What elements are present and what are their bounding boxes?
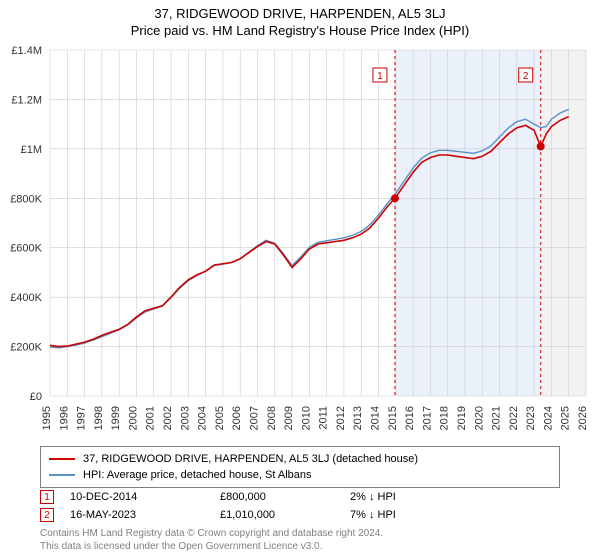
legend-item: HPI: Average price, detached house, St A… [49, 467, 551, 483]
transaction-price: £1,010,000 [220, 509, 350, 521]
svg-text:2020: 2020 [473, 406, 485, 430]
legend-label: 37, RIDGEWOOD DRIVE, HARPENDEN, AL5 3LJ … [83, 453, 418, 465]
transaction-marker-icon: 2 [40, 508, 54, 522]
chart-svg: 12£0£200K£400K£600K£800K£1M£1.2M£1.4M199… [48, 48, 588, 448]
svg-text:1995: 1995 [41, 406, 53, 430]
transaction-date: 10-DEC-2014 [70, 491, 220, 503]
transaction-table: 1 10-DEC-2014£800,0002% ↓ HPI 2 16-MAY-2023… [40, 488, 560, 524]
svg-text:£0: £0 [30, 391, 42, 403]
transaction-date: 16-MAY-2023 [70, 509, 220, 521]
svg-text:2023: 2023 [525, 406, 537, 430]
transaction-diff: 7% ↓ HPI [350, 509, 460, 521]
svg-text:2007: 2007 [248, 406, 260, 430]
chart-container: 37, RIDGEWOOD DRIVE, HARPENDEN, AL5 3LJ … [0, 0, 600, 560]
svg-text:1: 1 [377, 71, 383, 82]
svg-text:£400K: £400K [10, 292, 42, 304]
svg-text:2019: 2019 [456, 406, 468, 430]
chart-subtitle: Price paid vs. HM Land Registry's House … [0, 21, 600, 38]
svg-text:2017: 2017 [421, 406, 433, 430]
svg-text:1997: 1997 [76, 406, 88, 430]
svg-text:2000: 2000 [127, 406, 139, 430]
svg-text:2005: 2005 [214, 406, 226, 430]
svg-text:2011: 2011 [318, 406, 330, 430]
svg-text:2022: 2022 [508, 406, 520, 430]
svg-text:2013: 2013 [352, 406, 364, 430]
footer-line-1: Contains HM Land Registry data © Crown c… [40, 528, 560, 541]
svg-text:2024: 2024 [542, 406, 554, 430]
footer-attribution: Contains HM Land Registry data © Crown c… [40, 528, 560, 553]
svg-text:2009: 2009 [283, 406, 295, 430]
transaction-diff: 2% ↓ HPI [350, 491, 460, 503]
legend-label: HPI: Average price, detached house, St A… [83, 469, 312, 481]
transaction-marker-icon: 1 [40, 490, 54, 504]
legend-item: 37, RIDGEWOOD DRIVE, HARPENDEN, AL5 3LJ … [49, 451, 551, 467]
svg-text:2015: 2015 [387, 406, 399, 430]
transaction-price: £800,000 [220, 491, 350, 503]
svg-text:2006: 2006 [231, 406, 243, 430]
svg-text:£1.2M: £1.2M [11, 94, 42, 106]
svg-text:2014: 2014 [370, 406, 382, 430]
svg-text:2002: 2002 [162, 406, 174, 430]
svg-text:2012: 2012 [335, 406, 347, 430]
svg-text:2026: 2026 [577, 406, 589, 430]
svg-text:1996: 1996 [58, 406, 70, 430]
svg-text:2: 2 [523, 71, 529, 82]
chart-plot-area: 12£0£200K£400K£600K£800K£1M£1.2M£1.4M199… [48, 48, 588, 398]
svg-text:2018: 2018 [439, 406, 451, 430]
svg-text:2025: 2025 [560, 406, 572, 430]
svg-text:£1M: £1M [21, 144, 42, 156]
svg-text:2008: 2008 [266, 406, 278, 430]
chart-title: 37, RIDGEWOOD DRIVE, HARPENDEN, AL5 3LJ [0, 0, 600, 21]
svg-text:£200K: £200K [10, 342, 42, 354]
svg-text:1998: 1998 [93, 406, 105, 430]
svg-text:2001: 2001 [145, 406, 157, 430]
svg-text:£800K: £800K [10, 193, 42, 205]
svg-text:£600K: £600K [10, 243, 42, 255]
svg-text:£1.4M: £1.4M [11, 45, 42, 57]
svg-text:2021: 2021 [491, 406, 503, 430]
svg-text:2003: 2003 [179, 406, 191, 430]
legend-swatch [49, 474, 75, 476]
svg-text:2010: 2010 [300, 406, 312, 430]
legend-box: 37, RIDGEWOOD DRIVE, HARPENDEN, AL5 3LJ … [40, 446, 560, 488]
transaction-row: 2 16-MAY-2023£1,010,0007% ↓ HPI [40, 506, 560, 524]
legend-swatch [49, 458, 75, 460]
svg-text:1999: 1999 [110, 406, 122, 430]
svg-text:2004: 2004 [197, 406, 209, 430]
transaction-row: 1 10-DEC-2014£800,0002% ↓ HPI [40, 488, 560, 506]
footer-line-2: This data is licensed under the Open Gov… [40, 541, 560, 554]
svg-text:2016: 2016 [404, 406, 416, 430]
